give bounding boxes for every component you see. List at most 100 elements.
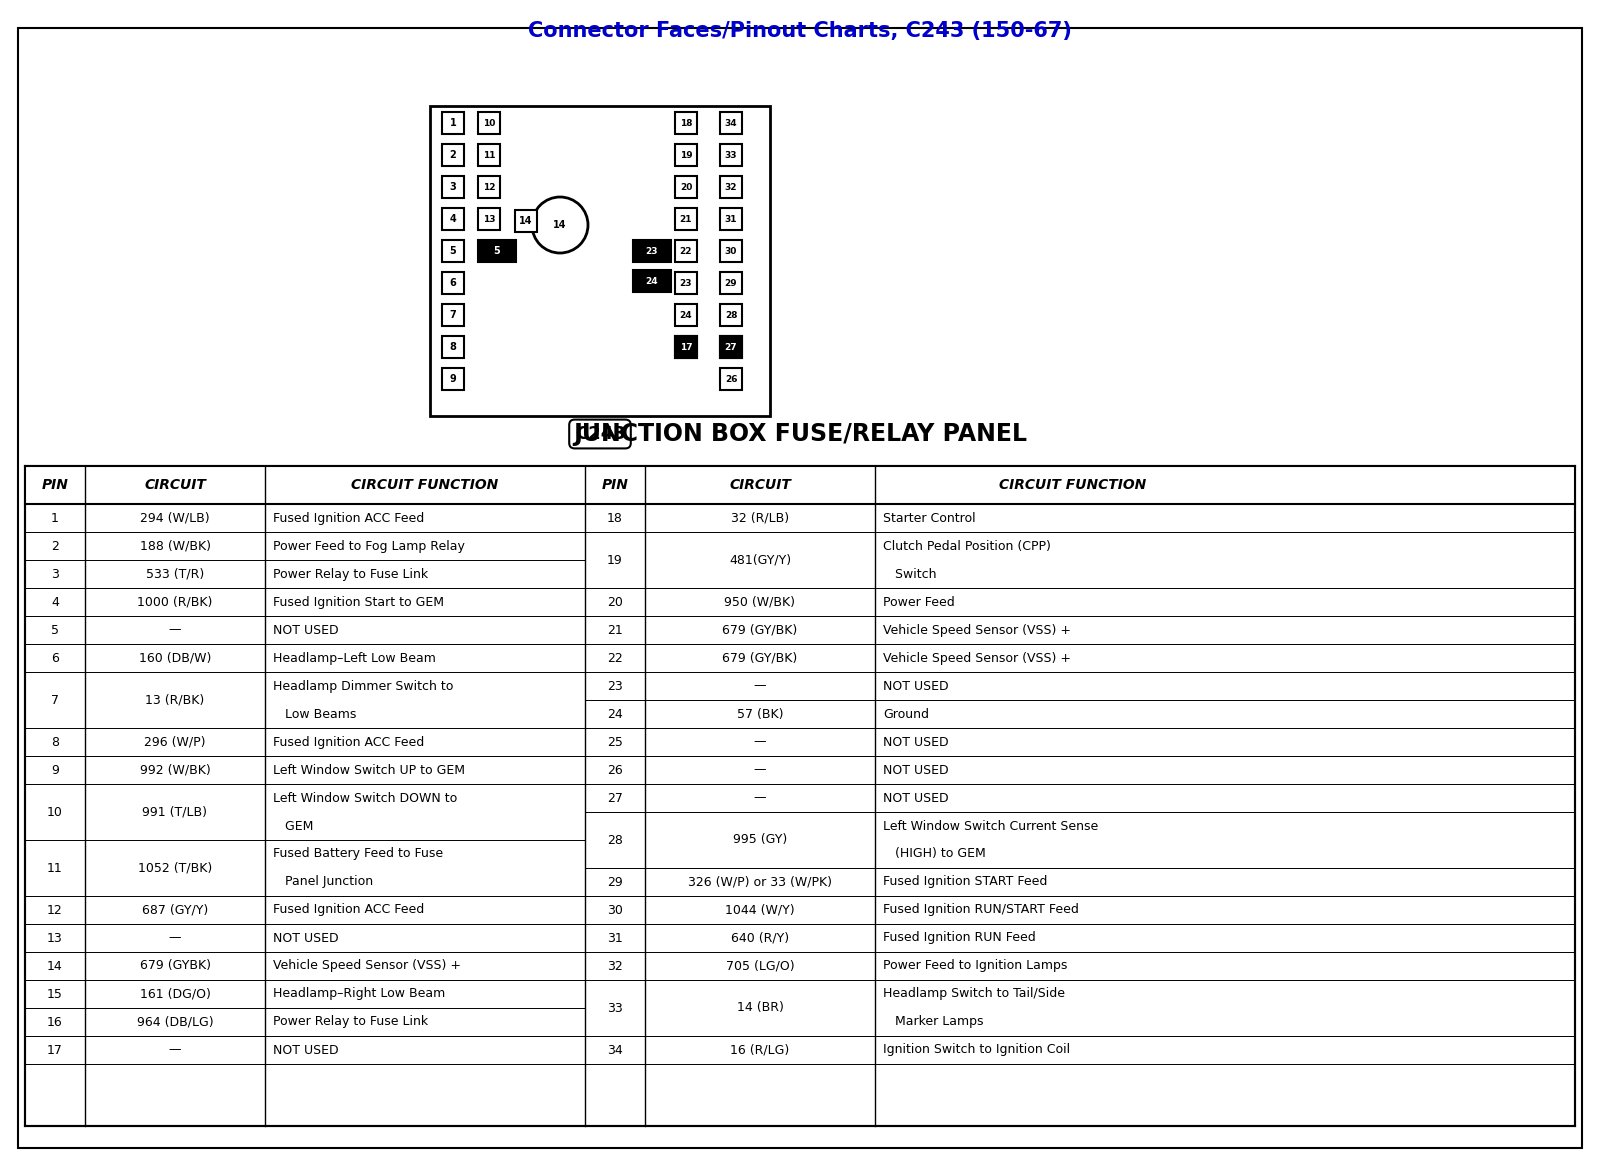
Text: Clutch Pedal Position (CPP): Clutch Pedal Position (CPP) (883, 540, 1051, 553)
Text: 24: 24 (606, 708, 622, 721)
Text: 20: 20 (680, 182, 693, 192)
Text: 25: 25 (680, 342, 693, 352)
Text: 12: 12 (46, 903, 62, 916)
Bar (720, 336, 742, 358)
Text: 4: 4 (450, 214, 456, 223)
Text: 481(GY/Y): 481(GY/Y) (730, 554, 790, 567)
Text: 32 (R/LB): 32 (R/LB) (731, 512, 789, 524)
Bar (442, 176, 464, 198)
Text: 33: 33 (606, 1002, 622, 1015)
Text: —: — (168, 931, 181, 944)
Text: 14: 14 (520, 216, 533, 226)
Bar (720, 336, 742, 358)
Text: 18: 18 (606, 512, 622, 524)
Text: 15: 15 (46, 988, 62, 1001)
Text: CIRCUIT: CIRCUIT (730, 477, 790, 492)
Bar (478, 208, 499, 230)
Text: 687 (GY/Y): 687 (GY/Y) (142, 903, 208, 916)
Text: NOT USED: NOT USED (883, 791, 949, 804)
Text: 23: 23 (680, 279, 693, 287)
Text: 34: 34 (725, 119, 738, 127)
Text: 27: 27 (725, 342, 738, 352)
Text: Fused Ignition ACC Feed: Fused Ignition ACC Feed (274, 735, 424, 748)
Text: NOT USED: NOT USED (274, 623, 339, 636)
Text: 17: 17 (46, 1043, 62, 1056)
Text: 24: 24 (680, 310, 693, 320)
Text: 995 (GY): 995 (GY) (733, 834, 787, 847)
Text: 9: 9 (450, 374, 456, 385)
Text: 4: 4 (51, 595, 59, 608)
Text: PIN: PIN (602, 477, 629, 492)
Text: CIRCUIT FUNCTION: CIRCUIT FUNCTION (998, 477, 1146, 492)
Text: Fused Ignition RUN Feed: Fused Ignition RUN Feed (883, 931, 1035, 944)
Text: 679 (GY/BK): 679 (GY/BK) (722, 623, 798, 636)
Text: Fused Battery Feed to Fuse: Fused Battery Feed to Fuse (274, 848, 443, 861)
Text: 8: 8 (51, 735, 59, 748)
Text: Connector Faces/Pinout Charts, C243 (150-67): Connector Faces/Pinout Charts, C243 (150… (528, 21, 1072, 41)
Text: 57 (BK): 57 (BK) (736, 708, 784, 721)
Text: Power Feed to Fog Lamp Relay: Power Feed to Fog Lamp Relay (274, 540, 466, 553)
Bar (720, 208, 742, 230)
Bar (720, 112, 742, 134)
Text: 28: 28 (606, 834, 622, 847)
Text: 11: 11 (483, 151, 496, 160)
Text: 3: 3 (51, 568, 59, 581)
Text: 10: 10 (483, 119, 494, 127)
Text: NOT USED: NOT USED (883, 735, 949, 748)
Bar (478, 176, 499, 198)
Text: Headlamp Switch to Tail/Side: Headlamp Switch to Tail/Side (883, 988, 1066, 1001)
Text: NOT USED: NOT USED (274, 931, 339, 944)
Bar (26, 466, 1574, 1125)
Text: C243: C243 (574, 425, 626, 443)
Bar (720, 305, 742, 326)
Text: 533 (T/R): 533 (T/R) (146, 568, 205, 581)
Text: 19: 19 (606, 554, 622, 567)
Text: 27: 27 (725, 342, 738, 352)
Text: 32: 32 (725, 182, 738, 192)
Text: 22: 22 (680, 247, 693, 255)
Text: 33: 33 (725, 151, 738, 160)
Text: 32: 32 (606, 960, 622, 973)
Text: Left Window Switch UP to GEM: Left Window Switch UP to GEM (274, 763, 466, 776)
Text: 5: 5 (51, 623, 59, 636)
Bar (675, 143, 698, 166)
Text: 17: 17 (680, 342, 693, 352)
Text: 10: 10 (46, 806, 62, 818)
Bar (675, 336, 698, 358)
Bar (720, 143, 742, 166)
Text: Panel Junction: Panel Junction (274, 875, 373, 889)
Text: 7: 7 (51, 694, 59, 707)
Text: 21: 21 (680, 214, 693, 223)
Text: 1000 (R/BK): 1000 (R/BK) (138, 595, 213, 608)
Text: Power Relay to Fuse Link: Power Relay to Fuse Link (274, 568, 429, 581)
Text: 13: 13 (483, 214, 496, 223)
Bar (442, 143, 464, 166)
Bar (478, 240, 515, 262)
Text: 25: 25 (606, 735, 622, 748)
Text: CIRCUIT FUNCTION: CIRCUIT FUNCTION (352, 477, 499, 492)
Text: 14: 14 (554, 220, 566, 230)
Text: Power Feed: Power Feed (883, 595, 955, 608)
Bar (442, 272, 464, 294)
Bar (442, 112, 464, 134)
Bar (720, 176, 742, 198)
Text: 3: 3 (450, 182, 456, 192)
Text: 679 (GY/BK): 679 (GY/BK) (722, 652, 798, 664)
Text: 992 (W/BK): 992 (W/BK) (139, 763, 210, 776)
Text: PIN: PIN (42, 477, 69, 492)
Text: 23: 23 (606, 680, 622, 693)
Bar (634, 270, 670, 292)
Text: 22: 22 (606, 652, 622, 664)
Text: 13: 13 (46, 931, 62, 944)
Bar (675, 176, 698, 198)
Text: 12: 12 (483, 182, 496, 192)
Text: 21: 21 (606, 623, 622, 636)
Text: 31: 31 (606, 931, 622, 944)
Text: JUNCTION BOX FUSE/RELAY PANEL: JUNCTION BOX FUSE/RELAY PANEL (573, 422, 1027, 446)
Bar (442, 240, 464, 262)
Text: 964 (DB/LG): 964 (DB/LG) (136, 1016, 213, 1029)
Text: —: — (754, 763, 766, 776)
Text: Vehicle Speed Sensor (VSS) +: Vehicle Speed Sensor (VSS) + (883, 623, 1070, 636)
Text: 161 (DG/O): 161 (DG/O) (139, 988, 211, 1001)
Text: 16: 16 (46, 1016, 62, 1029)
